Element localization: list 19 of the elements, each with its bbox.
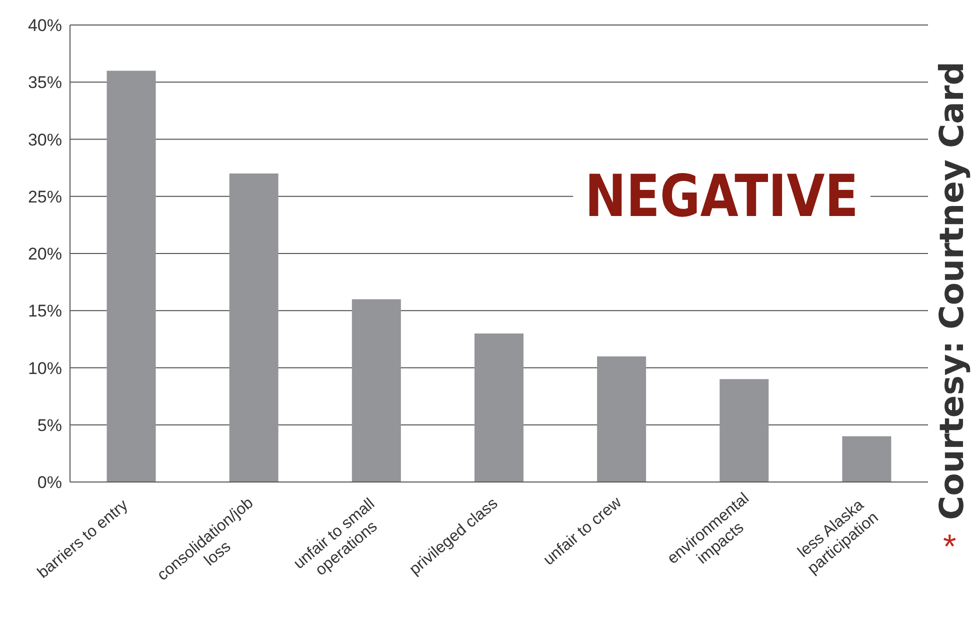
y-tick-label: 0%: [37, 473, 62, 492]
bar: [842, 436, 892, 482]
bar: [229, 174, 278, 482]
y-tick-label: 5%: [37, 416, 62, 435]
y-tick-label: 25%: [28, 187, 62, 206]
text: Courtesy: Courtney Card: [932, 62, 971, 520]
y-tick-label: 10%: [28, 358, 62, 378]
annotation: NEGATIVE: [573, 162, 870, 230]
bar: [352, 299, 401, 482]
y-tick-label: 40%: [28, 16, 62, 36]
bar: [474, 333, 524, 482]
bar: [720, 379, 769, 482]
y-tick-label: 35%: [28, 73, 62, 92]
bar: [106, 70, 156, 482]
text: *: [943, 528, 956, 567]
y-tick-label: 30%: [28, 130, 62, 150]
y-tick-label: 15%: [28, 302, 62, 321]
bar: [597, 356, 646, 482]
y-tick-label: 20%: [28, 244, 62, 264]
